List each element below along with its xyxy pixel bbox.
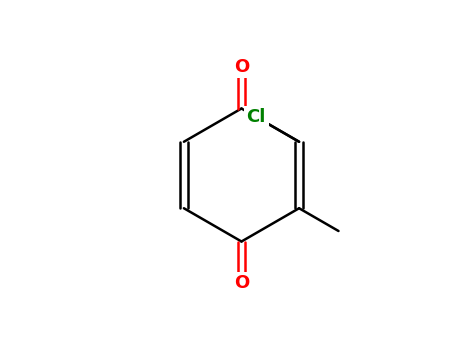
Text: O: O (234, 274, 249, 293)
Text: Cl: Cl (247, 108, 266, 126)
Text: O: O (234, 57, 249, 76)
